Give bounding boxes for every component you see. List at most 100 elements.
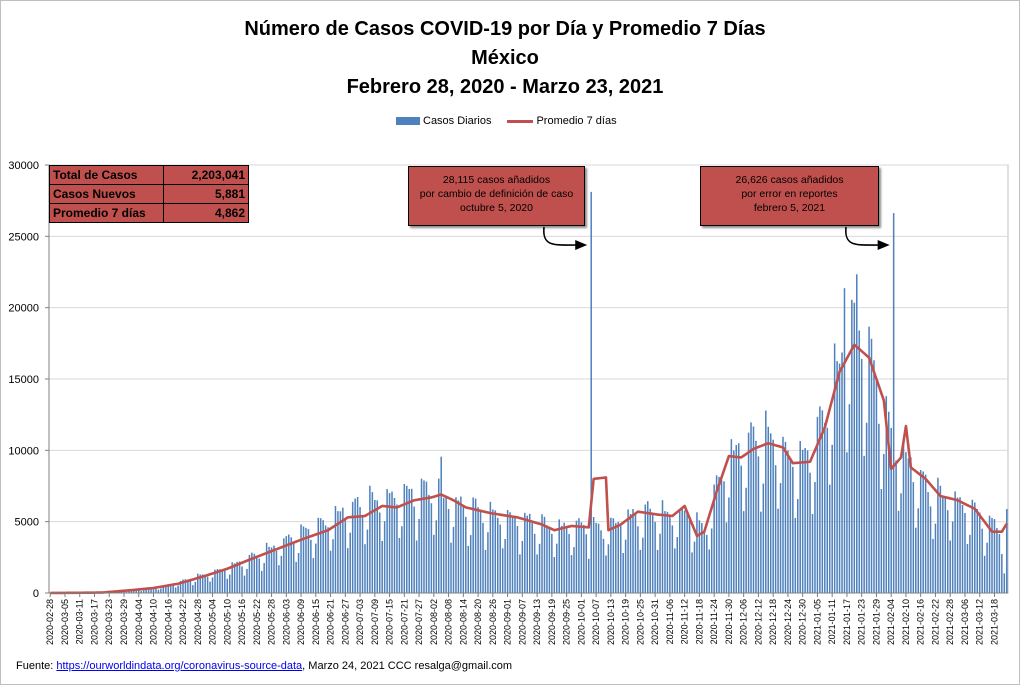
bar (747, 432, 750, 593)
bar (937, 477, 939, 593)
bar (811, 513, 814, 593)
x-tick-label: 2020-03-29 (119, 599, 129, 645)
bar (991, 517, 993, 593)
x-tick-label: 2020-04-28 (193, 599, 203, 645)
stats-row: Promedio 7 días 4,862 (49, 203, 249, 223)
avg-line (50, 343, 1008, 595)
x-tick-label: 2020-07-03 (355, 599, 365, 645)
x-tick-label: 2020-07-15 (385, 599, 395, 645)
x-tick-label: 2020-09-13 (532, 599, 542, 645)
annotation-line: por error en reportes (741, 188, 838, 200)
bar (686, 512, 688, 593)
x-tick-label: 2020-04-04 (134, 599, 144, 645)
bar (656, 549, 659, 593)
bar (954, 491, 956, 593)
bar (969, 534, 971, 593)
bar (568, 534, 570, 593)
bar (573, 547, 575, 593)
bar (615, 523, 617, 593)
bar (585, 534, 588, 593)
stat-label: Total de Casos (49, 165, 164, 185)
bar (767, 426, 770, 593)
bar (912, 482, 915, 593)
bar (860, 358, 863, 593)
bar (482, 522, 484, 593)
bar (315, 543, 317, 593)
bar (504, 539, 506, 593)
stat-value: 4,862 (163, 203, 249, 223)
bar (165, 586, 167, 593)
bar (978, 512, 981, 593)
bar (639, 549, 642, 593)
bar (543, 516, 546, 593)
legend: Casos Diarios Promedio 7 días (396, 115, 617, 127)
bar (152, 588, 155, 593)
x-tick-label: 2020-11-30 (724, 599, 734, 644)
bar (907, 458, 910, 593)
x-tick-label: 2021-01-17 (842, 599, 852, 645)
bar (268, 546, 270, 593)
bar (307, 529, 310, 593)
bar (216, 569, 219, 593)
bar (718, 476, 720, 593)
bar (329, 550, 332, 593)
x-tick-label: 2020-10-31 (650, 599, 660, 645)
bar (310, 539, 312, 593)
bar (177, 585, 179, 593)
bar (238, 561, 241, 593)
bar (976, 509, 979, 593)
bar (890, 427, 892, 593)
stat-value: 5,881 (163, 184, 249, 204)
bar (669, 515, 671, 593)
bar (649, 508, 651, 593)
bar (551, 533, 553, 593)
stat-value: 2,203,041 (163, 165, 249, 185)
bar (710, 528, 713, 593)
bar (622, 553, 624, 593)
x-tick-label: 2021-03-12 (975, 599, 985, 645)
bar (418, 518, 420, 593)
bars-series (51, 191, 1008, 593)
bar (521, 540, 524, 593)
x-tick-label: 2021-02-22 (930, 599, 940, 645)
x-tick-label: 2020-12-24 (783, 599, 793, 645)
bar (174, 587, 177, 593)
x-tick-label: 2020-08-02 (429, 599, 439, 645)
x-tick-label: 2021-01-11 (827, 599, 837, 644)
annotation-line: por cambio de definición de caso (419, 188, 574, 200)
bar (442, 497, 445, 593)
bar (610, 517, 612, 593)
bar (437, 478, 440, 593)
x-tick-label: 2020-04-10 (149, 599, 159, 645)
x-tick-label: 2020-04-22 (178, 599, 188, 645)
bar (386, 489, 388, 593)
bar (378, 512, 381, 593)
legend-bar-label: Casos Diarios (423, 115, 492, 127)
x-tick-label: 2020-08-26 (488, 599, 498, 645)
source-link[interactable]: https://ourworldindata.org/coronavirus-s… (56, 660, 303, 672)
bar (172, 585, 174, 593)
bar (347, 548, 349, 593)
bar (452, 526, 455, 593)
bar (533, 533, 536, 593)
x-tick-label: 2020-06-03 (281, 599, 291, 645)
bar (848, 404, 851, 593)
bar (919, 470, 922, 593)
bar (327, 527, 329, 593)
x-tick-label: 2020-12-18 (768, 599, 778, 645)
x-tick-label: 2020-08-14 (458, 599, 468, 645)
x-tick-label: 2020-11-06 (665, 599, 675, 644)
bar (799, 441, 801, 593)
bar (319, 518, 322, 593)
y-tick-label: 15000 (8, 374, 39, 386)
bar (204, 574, 206, 593)
bar (246, 568, 248, 593)
bar (433, 534, 435, 593)
bar (602, 538, 605, 593)
bar (457, 500, 460, 593)
bar (263, 562, 265, 593)
bar (728, 497, 730, 593)
bar (713, 484, 715, 593)
bar (211, 577, 214, 593)
footer-suffix: , Marzo 24, 2021 CCC resalga@gmail.com (302, 660, 513, 672)
